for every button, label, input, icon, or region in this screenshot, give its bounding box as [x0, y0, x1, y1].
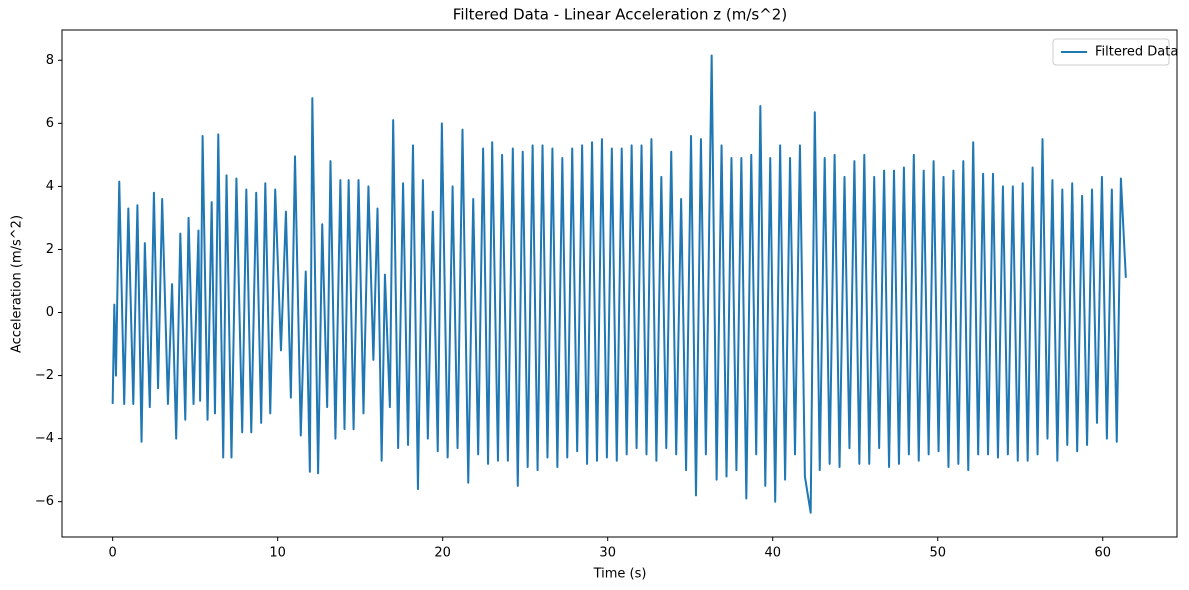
x-tick-label: 20 [434, 546, 451, 561]
x-tick-label: 0 [109, 546, 117, 561]
y-tick-label: −6 [35, 494, 54, 509]
y-tick-label: 4 [46, 179, 54, 194]
data-line [111, 54, 1127, 514]
y-tick-label: 0 [46, 305, 54, 320]
y-axis-label: Acceleration (m/s^2) [10, 215, 25, 353]
y-tick-label: −4 [35, 431, 54, 446]
y-tick-label: 6 [46, 116, 54, 131]
x-tick-label: 30 [599, 546, 616, 561]
legend-box [1052, 38, 1170, 66]
x-axis-label: Time (s) [593, 567, 647, 582]
legend-label: Filtered Data [1095, 45, 1178, 60]
x-tick-label: 10 [269, 546, 286, 561]
y-tick-label: 2 [46, 242, 54, 257]
x-tick-label: 40 [764, 546, 781, 561]
chart-title: Filtered Data - Linear Acceleration z (m… [453, 6, 787, 24]
axes-frame [61, 29, 1178, 538]
y-tick-label: 8 [46, 53, 54, 68]
y-tick-label: −2 [35, 368, 54, 383]
x-tick-label: 50 [929, 546, 946, 561]
x-tick-label: 60 [1094, 546, 1111, 561]
